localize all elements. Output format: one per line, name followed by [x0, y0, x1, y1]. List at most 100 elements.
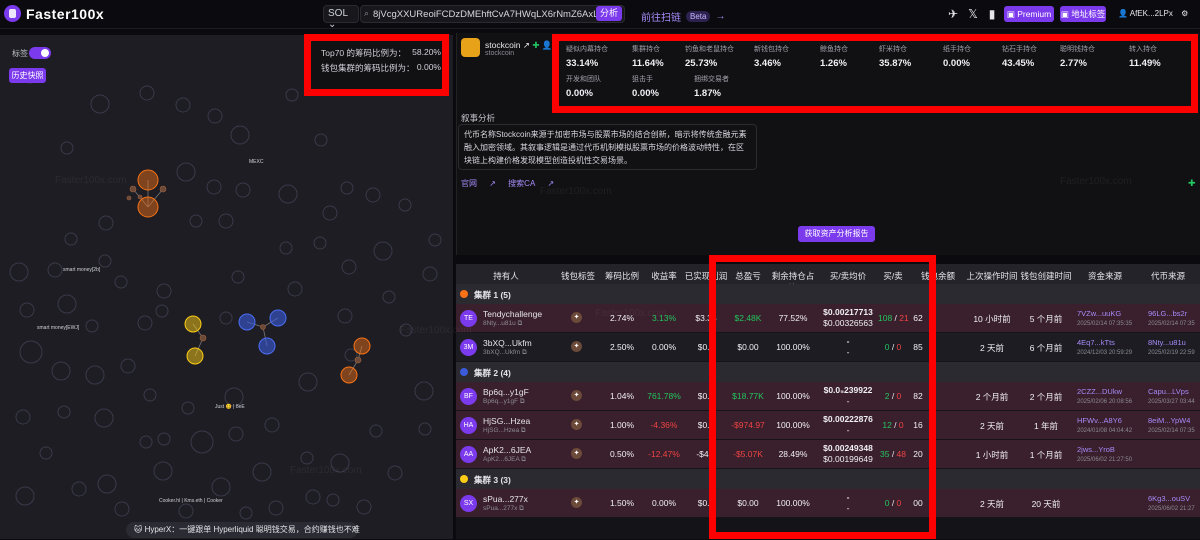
- graph-label-cooker: Cooker.hl | Kms.eth | Cooker: [159, 498, 223, 504]
- hyperx-banner[interactable]: 🐱 HyperX：一键跟单 Hyperliquid 聪明钱交易，合约赚钱也不难: [126, 522, 360, 538]
- cluster-dot: [460, 368, 468, 376]
- table-row[interactable]: 3M 3bXQ...Ukfm 3bXQ...Ukfm ⧉ ✦ 2.50% 0.0…: [456, 333, 1200, 362]
- book-icon[interactable]: ▮: [988, 7, 996, 21]
- holder-address[interactable]: 8Nty...u81u ⧉: [483, 320, 523, 327]
- token-name[interactable]: stockcoin ↗ ✚ 👤: [485, 40, 552, 51]
- realized-cell: $3.38: [695, 313, 717, 323]
- col-roi[interactable]: 收益率: [651, 271, 677, 281]
- buy-sell-cell: 12 / 0: [882, 420, 904, 430]
- pnl-cell: $2.48K: [734, 313, 762, 323]
- holder-address[interactable]: HjSG...Hzea ⧉: [483, 427, 526, 434]
- search-icon: ⌕: [364, 8, 370, 18]
- token-source-time: 2025/02/14 07:35: [1148, 321, 1195, 327]
- fund-source-link[interactable]: 2jws...YroB: [1077, 445, 1115, 454]
- holder-address-text: 8Nty...u81u: [483, 320, 516, 327]
- person-icon: 👤: [541, 40, 553, 50]
- buy-count: 35: [879, 449, 890, 459]
- holder-address[interactable]: sPua...277x ⧉: [483, 505, 524, 512]
- holding-item: 开发和团队 0.00%: [566, 74, 601, 99]
- address-tag-button[interactable]: ▣ 地址标签: [1060, 6, 1106, 22]
- col-last-op[interactable]: 上次操作时间: [966, 271, 1018, 281]
- settings-icon[interactable]: ⚙: [1181, 9, 1189, 18]
- holder-name[interactable]: HjSG...Hzea: [483, 416, 531, 426]
- avatar: BF: [460, 388, 477, 405]
- token-source-link[interactable]: 6Kg3...ouSV: [1148, 494, 1191, 503]
- ratio-cell: 1.50%: [609, 498, 635, 508]
- roi-cell: 3.13%: [651, 313, 677, 323]
- holder-name[interactable]: 3bXQ...Ukfm: [483, 338, 532, 348]
- roi-cell: 761.78%: [647, 391, 681, 401]
- fund-source-link[interactable]: HFWv...A8Y6: [1077, 416, 1122, 425]
- fund-source-link[interactable]: 4Eq7...kTts: [1077, 338, 1115, 347]
- search-ca-link[interactable]: 搜索CA ↗: [508, 179, 555, 188]
- created-cell: 1 年前: [1033, 421, 1059, 431]
- scan-link[interactable]: 前往扫链 Beta →: [641, 9, 725, 24]
- fund-source-link[interactable]: 7VZw...uuKG: [1077, 309, 1122, 318]
- puzzle-icon: ✚: [1188, 178, 1196, 188]
- token-source-link[interactable]: Capu...LVps: [1148, 387, 1189, 396]
- remain-cell: 100.00%: [776, 420, 810, 430]
- label-toggle[interactable]: [29, 47, 51, 59]
- table-row[interactable]: HA HjSG...Hzea HjSG...Hzea ⧉ ✦ 1.00% -4.…: [456, 411, 1200, 440]
- cluster-dot: [460, 290, 468, 298]
- telegram-icon[interactable]: ✈: [947, 7, 959, 21]
- token-source-time: 2025/03/27 03:44: [1148, 399, 1195, 405]
- cluster-group-row[interactable]: 集群 1 (5): [456, 284, 1200, 304]
- fund-source-time: 2025/02/06 20:08:56: [1077, 399, 1133, 405]
- holder-name[interactable]: Tendychallenge: [483, 309, 543, 319]
- holder-name[interactable]: sPua...277x: [483, 494, 528, 504]
- holding-label: 集群持仓: [632, 46, 660, 53]
- roi-cell: -12.47%: [648, 449, 680, 459]
- fund-source-link[interactable]: 2CZZ...DUkw: [1077, 387, 1122, 396]
- chain-select[interactable]: SOL ⌄: [323, 5, 359, 30]
- external-link-icon[interactable]: ↗: [522, 40, 530, 50]
- chain-label: SOL: [328, 8, 348, 19]
- holding-label: 捆绑交易者: [694, 76, 729, 83]
- cluster-group-row[interactable]: 集群 2 (4): [456, 362, 1200, 382]
- col-buy-sell[interactable]: 买/卖: [883, 271, 903, 281]
- table-row[interactable]: TE Tendychallenge 8Nty...u81u ⧉ ✦ 2.74% …: [456, 304, 1200, 333]
- user-account[interactable]: 👤 AfEK...2LPx ⚙: [1118, 9, 1189, 18]
- logo[interactable]: Faster100x: [4, 5, 104, 22]
- table-row[interactable]: SX sPua...277x sPua...277x ⧉ ✦ 1.50% 0.0…: [456, 489, 1200, 518]
- history-snapshot-button[interactable]: 历史快照: [9, 68, 46, 83]
- holding-item: 转入持仓 11.49%: [1129, 44, 1161, 69]
- col-wallet-tag[interactable]: 钱包标签: [560, 271, 595, 281]
- puzzle-icon: ✚: [532, 40, 540, 50]
- ratio-cell: 0.50%: [609, 449, 635, 459]
- graph-label-smart-money-2b: smart money[2b]: [63, 267, 101, 273]
- website-link[interactable]: 官网 ↗: [461, 179, 496, 188]
- col-fund-source[interactable]: 资金来源: [1087, 271, 1122, 281]
- x-icon[interactable]: 𝕏: [968, 7, 978, 21]
- token-source-link[interactable]: 96LG...bs2r: [1148, 309, 1188, 318]
- holder-address[interactable]: ApK2...6JEA ⧉: [483, 456, 526, 463]
- col-created[interactable]: 钱包创建时间: [1020, 271, 1072, 281]
- search-input[interactable]: ⌕ 8jVcgXXUReoiFCDzDMEhftCvA7HWqLX6rNmZ6Ax…: [360, 5, 625, 23]
- graph-canvas[interactable]: MEXC smart money[2b] smart money[EWJ] Ju…: [0, 70, 453, 540]
- col-pnl[interactable]: 总盈亏: [735, 271, 761, 281]
- analyze-button[interactable]: 分析: [596, 6, 622, 21]
- holder-address[interactable]: 3bXQ...Ukfm ⧉: [483, 349, 527, 356]
- col-ratio[interactable]: 筹码比例: [604, 271, 639, 281]
- holder-name[interactable]: ApK2...6JEA: [483, 445, 532, 455]
- cluster-group-row[interactable]: 集群 3 (3): [456, 469, 1200, 489]
- sell-count: 48: [896, 449, 907, 459]
- table-row[interactable]: AA ApK2...6JEA ApK2...6JEA ⧉ ✦ 0.50% -12…: [456, 440, 1200, 469]
- premium-button[interactable]: ▣ Premium: [1004, 6, 1054, 22]
- sell-avg-cell: -: [846, 347, 850, 357]
- col-holder[interactable]: 持有人: [493, 271, 519, 281]
- col-token-source[interactable]: 代币来源: [1150, 271, 1185, 281]
- holding-item: 钓鱼和老鼠持仓 25.73%: [685, 44, 734, 69]
- buy-avg-cell: $0.0₅239922: [823, 385, 873, 395]
- holder-address[interactable]: Bp6q...y1gF ⧉: [483, 398, 525, 405]
- col-avg-price[interactable]: 买/卖均价: [829, 271, 867, 281]
- table-row[interactable]: BF Bp6q...y1gF Bp6q...y1gF ⧉ ✦ 1.04% 761…: [456, 382, 1200, 411]
- token-source-link[interactable]: 8Nty...u81u: [1148, 338, 1186, 347]
- table-header: 持有人 钱包标签 筹码比例 收益率 已实现利润 总盈亏 剩余持仓占比 买/卖均价…: [456, 264, 1200, 293]
- asset-report-button[interactable]: 获取资产分析报告: [798, 226, 875, 242]
- holder-name[interactable]: Bp6q...y1gF: [483, 387, 529, 397]
- token-source-link[interactable]: 8eiM...YpW4: [1148, 416, 1191, 425]
- holder-address-text: ApK2...6JEA: [483, 456, 520, 463]
- bubble-graph[interactable]: MEXC smart money[2b] smart money[EWJ] Ju…: [0, 35, 453, 539]
- col-realized[interactable]: 已实现利润: [684, 271, 728, 281]
